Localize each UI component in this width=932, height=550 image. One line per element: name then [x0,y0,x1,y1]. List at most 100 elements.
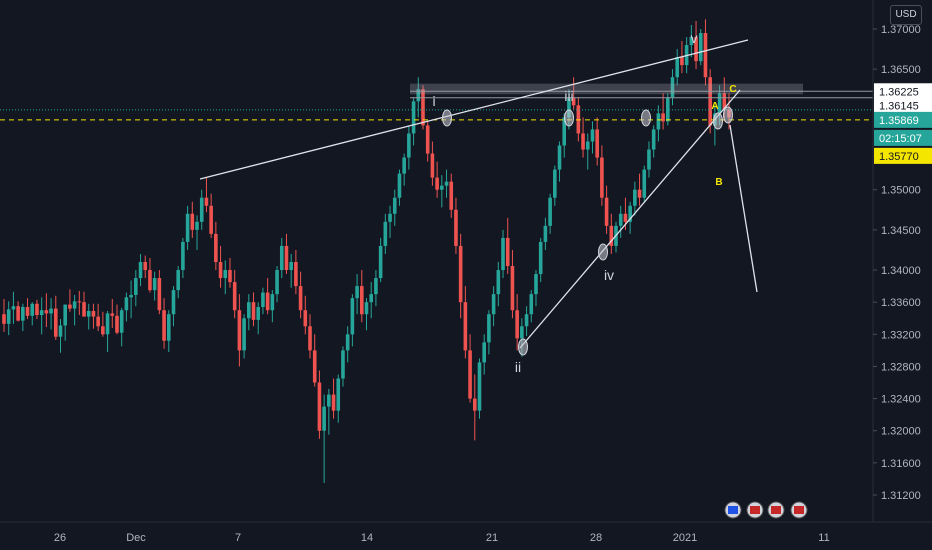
price-axis[interactable]: 1.37000 1.36500 1.35000 1.34500 1.34000 1.336… [873,24,921,502]
candle-body [383,221,388,246]
candle-body [294,262,298,287]
candle-body [463,302,468,351]
candle [138,253,143,287]
candle-body [571,97,576,106]
event-flag-icon[interactable] [746,501,764,519]
event-flag-icon[interactable] [724,501,742,519]
candle-body [722,93,727,110]
candle [430,141,435,186]
candle-body [16,306,20,321]
candle [331,378,336,419]
y-tick-label: 1.33600 [881,297,921,309]
candle-body [529,294,534,315]
candle [604,185,609,234]
candle [176,266,180,299]
candle [435,161,439,198]
candle-body [53,308,58,337]
candle-body [289,262,293,271]
candle [63,304,68,341]
candle [708,69,712,134]
candle [571,77,576,110]
candle [171,286,176,327]
candle [195,215,199,250]
candle [510,249,515,319]
candle [110,298,115,328]
candle-body [181,241,185,271]
x-tick-label: 7 [235,532,241,544]
economic-events[interactable] [724,501,808,519]
x-tick-label: 21 [486,532,498,544]
event-flag-icon[interactable] [790,501,808,519]
candle [39,297,44,335]
candle-body [223,270,228,279]
candle-body [303,310,308,327]
candle-body [77,301,82,303]
candle-body [228,270,232,283]
y-tick-label: 1.32800 [881,361,921,373]
price-tag-bg [874,147,932,164]
wave-label-v: v [691,30,698,46]
currency-button[interactable]: USD [890,5,922,25]
candle-body [557,145,562,170]
candle [115,304,119,335]
candle-body [505,237,510,267]
candle-body [717,93,722,114]
candle-body [82,302,86,317]
candle [317,370,322,439]
candle-body [647,149,651,170]
event-flag-icon[interactable] [767,501,785,519]
candle-body [548,197,552,226]
candle-body [703,33,708,78]
candle-body [317,382,322,431]
x-tick-label: 14 [361,532,373,544]
candle [557,141,562,182]
projection-line [729,124,758,293]
candle-body [487,314,491,343]
candle-body [425,125,430,154]
candle-body [468,350,472,399]
candle [689,24,694,58]
candle-body [520,326,524,339]
wave-label-iv: iv [604,267,614,283]
candle-body [585,141,590,150]
candle-body [105,313,110,335]
candle [600,145,604,206]
y-tick-label: 1.35000 [881,185,921,197]
candle-body [129,294,133,298]
candle [449,173,454,218]
candle [355,274,359,315]
candle-body [581,133,585,150]
candle-body [698,33,703,62]
candle-body [91,311,96,317]
candle [44,293,49,328]
candle-body [623,213,628,222]
candle-body [515,310,519,339]
candle [454,197,458,254]
time-axis[interactable]: 26 Dec 7 14 21 28 2021 11 [54,532,830,544]
candle-body [397,173,402,198]
candle [265,278,270,315]
candle [647,141,651,178]
candle [242,314,246,359]
event-flag-fill [750,506,760,514]
candle [157,270,162,315]
candle-body [609,225,614,246]
candle-body [482,342,486,363]
candle [581,117,585,158]
candle-body [501,237,505,271]
candle [397,169,402,206]
drawing-layer [0,39,873,356]
candle [505,217,510,275]
y-tick-label: 1.34000 [881,265,921,277]
candle-body [369,294,374,303]
candle-body [595,129,599,158]
candle [312,334,317,387]
price-tags: 1.36225 1.36145 1.35869 02:15:07 1.35770 [874,83,932,164]
candle [661,93,665,130]
candle [77,290,82,316]
candle-body [355,286,359,299]
candle-body [101,326,105,335]
candle-body [275,270,279,295]
x-tick-label: 2021 [673,532,697,544]
